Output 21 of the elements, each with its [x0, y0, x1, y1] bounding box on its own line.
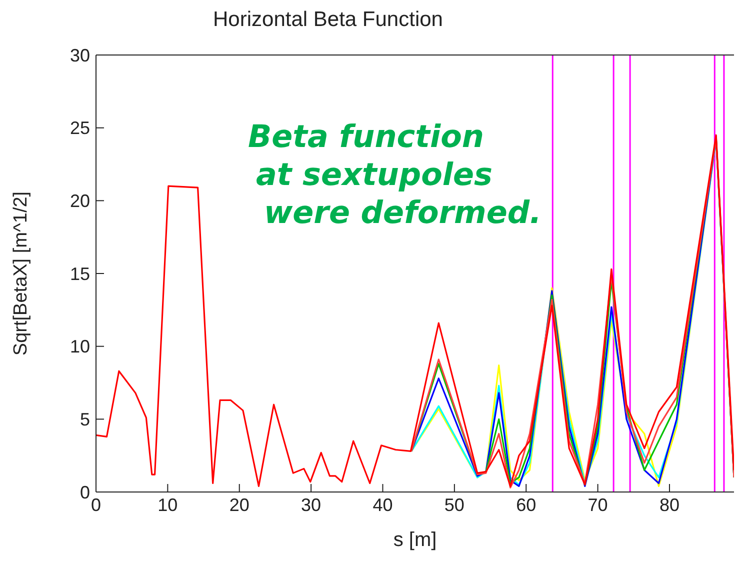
annotation: were deformed.: [263, 194, 542, 232]
x-tick-label: 60: [516, 494, 536, 515]
x-tick-label: 40: [372, 494, 393, 515]
y-axis-title: Sqrt[BetaX] [m^1/2]: [10, 191, 32, 356]
y-tick-label: 5: [80, 410, 90, 430]
annotation: at sextupoles: [255, 156, 494, 194]
chart-title: Horizontal Beta Function: [212, 8, 444, 32]
y-tick-label: 30: [70, 45, 90, 66]
y-tick-label: 0: [80, 482, 90, 502]
y-tick-label: 15: [70, 264, 90, 284]
x-tick-label: 80: [659, 494, 680, 515]
x-tick-label: 30: [301, 494, 322, 515]
x-tick-label: 50: [444, 494, 464, 515]
x-tick-label: 10: [158, 494, 178, 515]
y-tick-label: 10: [70, 336, 90, 357]
x-tick-label: 20: [229, 494, 250, 515]
y-tick-label: 25: [70, 118, 90, 138]
annotation: Beta function: [248, 118, 485, 156]
y-tick-label: 20: [70, 191, 90, 212]
x-axis-title: s [m]: [393, 529, 437, 551]
x-tick-label: 70: [588, 494, 608, 515]
